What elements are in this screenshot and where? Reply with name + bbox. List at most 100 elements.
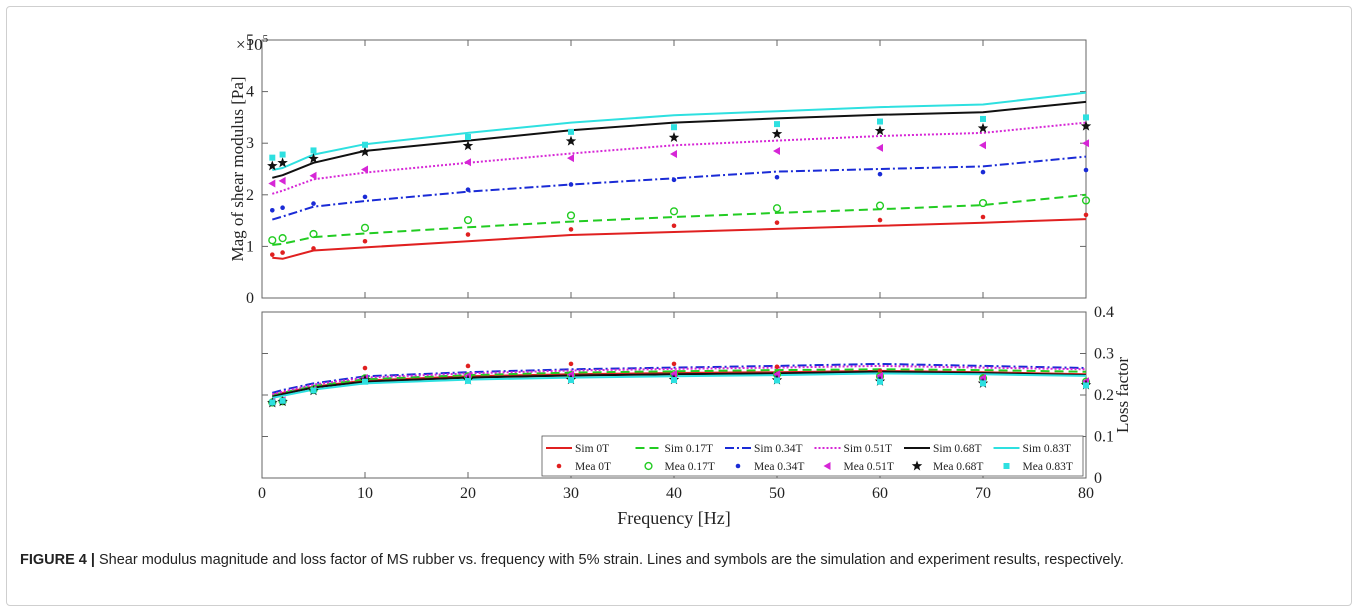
bottom-series-sim-0-51t bbox=[272, 364, 1087, 396]
bottom-point-mea-0-51t bbox=[979, 373, 986, 382]
legend-label: Mea 0.68T bbox=[933, 461, 983, 473]
top-point-mea-0-34t bbox=[980, 169, 986, 175]
top-point-mea-0-68t bbox=[462, 140, 474, 151]
top-point-mea-0-34t bbox=[362, 194, 368, 200]
bottom-series-sim-0-83t bbox=[272, 372, 1087, 399]
top-y-ticks: 0 1 2 3 4 5 bbox=[246, 32, 1087, 307]
top-point-mea-0-34t bbox=[270, 207, 275, 213]
top-series-sim-0-34t bbox=[272, 155, 1087, 221]
top-plot-area bbox=[261, 39, 1087, 299]
x-axis-label: Frequency [Hz] bbox=[617, 508, 730, 528]
top-point-mea-0-68t bbox=[565, 135, 577, 146]
x-tick-label: 40 bbox=[666, 485, 682, 502]
caption-label: FIGURE 4 | bbox=[20, 552, 95, 568]
bottom-point-mea-0t bbox=[362, 365, 368, 371]
top-y-tick-label: 4 bbox=[246, 84, 254, 101]
legend-label: Mea 0.51T bbox=[844, 461, 894, 473]
top-point-mea-0-83t bbox=[568, 128, 574, 135]
bottom-y-axis-label: Loss factor bbox=[1113, 357, 1132, 433]
top-point-mea-0-68t bbox=[771, 128, 783, 139]
legend-label: Mea 0.17T bbox=[665, 461, 715, 473]
legend-marker-swatch bbox=[735, 463, 741, 469]
bottom-point-mea-0-83t bbox=[269, 399, 276, 406]
top-point-mea-0-83t bbox=[774, 121, 780, 128]
top-point-mea-0-17t bbox=[978, 198, 988, 208]
top-point-mea-0t bbox=[568, 227, 574, 232]
bottom-point-mea-0-51t bbox=[773, 370, 780, 379]
x-tick-label: 0 bbox=[258, 485, 266, 502]
top-point-mea-0-34t bbox=[465, 187, 471, 192]
top-point-mea-0-51t bbox=[361, 165, 368, 174]
top-point-mea-0-34t bbox=[877, 171, 883, 177]
top-point-mea-0-51t bbox=[268, 179, 276, 188]
top-point-mea-0-83t bbox=[465, 134, 471, 141]
top-point-mea-0-17t bbox=[268, 236, 277, 245]
x-tick-label: 80 bbox=[1078, 485, 1094, 502]
x-tick-label: 50 bbox=[769, 485, 785, 502]
bottom-point-mea-0-83t bbox=[568, 377, 574, 384]
top-point-mea-0-83t bbox=[279, 151, 286, 158]
top-point-mea-0-17t bbox=[875, 201, 885, 210]
top-point-mea-0-68t bbox=[977, 122, 989, 133]
top-point-mea-0-51t bbox=[670, 150, 677, 159]
top-point-mea-0t bbox=[671, 223, 677, 229]
legend-label: Mea 0.34T bbox=[754, 461, 804, 473]
bottom-point-mea-0t bbox=[774, 364, 780, 370]
top-point-mea-0-83t bbox=[310, 147, 317, 154]
top-point-mea-0-83t bbox=[269, 154, 276, 161]
top-point-mea-0-17t bbox=[278, 234, 287, 243]
top-point-mea-0-34t bbox=[671, 177, 677, 183]
legend-marker-swatch bbox=[1003, 463, 1010, 469]
top-point-mea-0t bbox=[465, 232, 471, 237]
top-point-mea-0-34t bbox=[1083, 167, 1089, 173]
legend-label: Sim 0.17T bbox=[665, 443, 714, 455]
top-point-mea-0-51t bbox=[278, 176, 286, 185]
bottom-point-mea-0-51t bbox=[670, 369, 677, 378]
top-point-mea-0t bbox=[362, 238, 368, 244]
top-point-mea-0-17t bbox=[360, 223, 370, 232]
top-point-mea-0-68t bbox=[874, 125, 886, 136]
legend-marker-swatch bbox=[644, 461, 653, 471]
top-point-mea-0-34t bbox=[280, 205, 285, 210]
bottom-point-mea-0-51t bbox=[567, 370, 574, 379]
top-y-tick-label: 5 bbox=[246, 32, 254, 49]
bottom-series-group bbox=[267, 361, 1092, 408]
legend-box bbox=[541, 435, 1084, 477]
bottom-point-mea-0-83t bbox=[671, 377, 677, 384]
top-point-mea-0t bbox=[774, 220, 780, 225]
top-series-sim-0t bbox=[272, 218, 1087, 260]
top-point-mea-0-68t bbox=[277, 157, 288, 168]
x-tick-label: 20 bbox=[460, 485, 476, 502]
top-point-mea-0-51t bbox=[979, 141, 986, 150]
top-y-tick-label: 3 bbox=[246, 135, 254, 152]
top-point-mea-0-17t bbox=[309, 229, 318, 239]
bottom-y-tick-label: 0.4 bbox=[1094, 304, 1114, 321]
top-series-group bbox=[267, 91, 1092, 260]
caption-text: Shear modulus magnitude and loss factor … bbox=[99, 552, 1124, 568]
top-point-mea-0-83t bbox=[671, 124, 677, 131]
top-point-mea-0-17t bbox=[669, 207, 679, 216]
bottom-point-mea-0-83t bbox=[980, 380, 986, 387]
legend-marker-swatch bbox=[556, 463, 562, 469]
legend-label: Sim 0.83T bbox=[1023, 443, 1072, 455]
top-point-mea-0-17t bbox=[1081, 196, 1091, 205]
top-point-mea-0-51t bbox=[773, 146, 780, 155]
bottom-y-tick-label: 0.1 bbox=[1094, 429, 1114, 446]
top-point-mea-0-68t bbox=[359, 146, 371, 157]
bottom-y-tick-label: 0.3 bbox=[1094, 346, 1114, 363]
top-point-mea-0-51t bbox=[1082, 139, 1089, 148]
top-point-mea-0-83t bbox=[1083, 114, 1089, 121]
x-tick-label: 70 bbox=[975, 485, 991, 502]
bottom-y-tick-label: 0.2 bbox=[1094, 387, 1114, 404]
top-point-mea-0t bbox=[280, 250, 285, 255]
bottom-point-mea-0t bbox=[568, 361, 574, 367]
top-series-sim-0-68t bbox=[272, 100, 1087, 179]
bottom-point-mea-0-83t bbox=[362, 378, 368, 385]
top-y-tick-label: 0 bbox=[246, 290, 254, 307]
top-point-mea-0-51t bbox=[309, 171, 317, 180]
top-series-sim-0-51t bbox=[272, 121, 1087, 195]
x-tick-label: 60 bbox=[872, 485, 888, 502]
x-tick-label: 10 bbox=[357, 485, 373, 502]
top-series-sim-0-83t bbox=[272, 91, 1087, 171]
